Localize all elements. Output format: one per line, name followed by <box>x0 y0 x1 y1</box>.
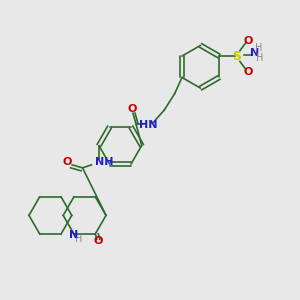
Text: S: S <box>232 50 242 63</box>
Text: O: O <box>243 67 253 76</box>
Text: HN: HN <box>139 120 157 130</box>
Text: H: H <box>75 234 82 244</box>
Text: O: O <box>94 236 103 246</box>
Text: N: N <box>250 48 260 58</box>
Text: H: H <box>256 43 263 53</box>
Text: O: O <box>243 36 253 46</box>
Text: H: H <box>256 53 263 64</box>
Text: O: O <box>63 157 72 167</box>
Text: N: N <box>69 230 79 240</box>
Text: NH: NH <box>95 158 113 167</box>
Text: O: O <box>128 104 137 114</box>
